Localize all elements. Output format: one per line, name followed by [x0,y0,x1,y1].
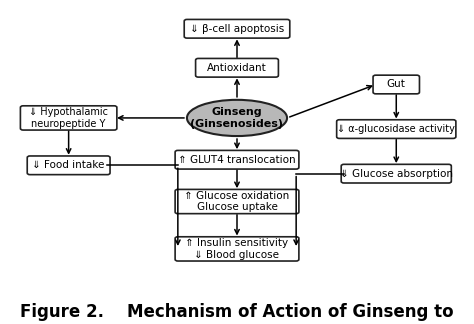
Text: ⇓ Glucose absorption: ⇓ Glucose absorption [340,169,453,179]
FancyBboxPatch shape [175,190,299,214]
FancyBboxPatch shape [175,150,299,169]
FancyBboxPatch shape [341,164,451,183]
Text: ⇑ Glucose oxidation
Glucose uptake: ⇑ Glucose oxidation Glucose uptake [184,191,290,212]
Text: ⇑ Insulin sensitivity
⇓ Blood glucose: ⇑ Insulin sensitivity ⇓ Blood glucose [185,238,289,260]
Text: Ginseng
(Ginsenosides): Ginseng (Ginsenosides) [191,107,283,129]
Text: ⇓ Hypothalamic
neuropeptide Y: ⇓ Hypothalamic neuropeptide Y [29,107,108,129]
Text: ⇓ β-cell apoptosis: ⇓ β-cell apoptosis [190,24,284,34]
FancyBboxPatch shape [196,58,278,77]
FancyBboxPatch shape [184,19,290,38]
Text: ⇑ GLUT4 translocation: ⇑ GLUT4 translocation [178,155,296,165]
FancyBboxPatch shape [20,106,117,130]
FancyBboxPatch shape [373,75,419,94]
Text: Gut: Gut [387,79,406,89]
FancyBboxPatch shape [27,156,110,175]
Text: ⇓ Food intake: ⇓ Food intake [32,160,105,170]
FancyBboxPatch shape [175,237,299,261]
FancyBboxPatch shape [337,120,456,138]
Text: Antioxidant: Antioxidant [207,63,267,73]
Text: Figure 2.    Mechanism of Action of Ginseng to: Figure 2. Mechanism of Action of Ginseng… [20,303,454,321]
Text: ⇓ α-glucosidase activity: ⇓ α-glucosidase activity [337,124,455,134]
Ellipse shape [187,100,287,136]
